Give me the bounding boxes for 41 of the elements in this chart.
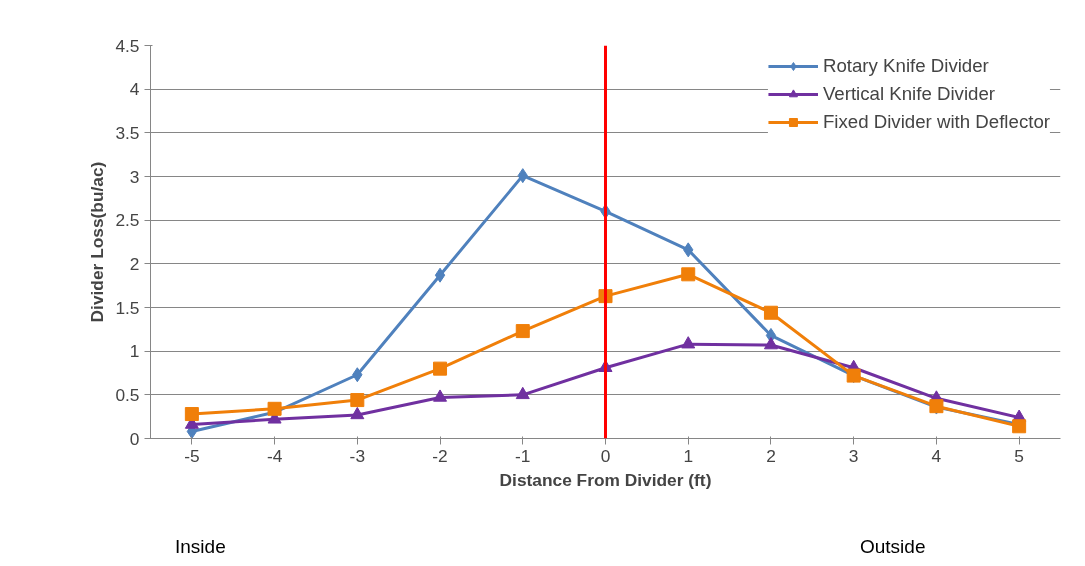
point <box>515 386 530 400</box>
x-tick-label: -2 <box>432 445 448 466</box>
y-axis-title: Divider Loss(bu/ac) <box>87 161 108 323</box>
legend-label: Vertical Knife Divider <box>822 83 996 105</box>
legend-label: Fixed Divider with Deflector <box>822 111 1050 133</box>
x-tick-label: 3 <box>848 445 859 466</box>
point <box>681 336 696 349</box>
x-tick-label: -4 <box>266 445 283 466</box>
x-tick-label: -3 <box>349 445 366 466</box>
y-tick-label: 2 <box>129 253 140 274</box>
x-tick-label: 1 <box>683 445 694 466</box>
y-tick-label: 0.5 <box>115 384 140 405</box>
point <box>763 337 778 350</box>
y-tick-label: 2.5 <box>115 210 140 231</box>
point <box>184 407 199 422</box>
legend-label: Rotary Knife Divider <box>822 55 989 77</box>
text: Inside <box>175 535 226 559</box>
x-tick-label: 0 <box>600 445 611 466</box>
y-tick-label: 4.5 <box>115 35 140 56</box>
x-tick-label: 2 <box>766 445 776 466</box>
y-tick-label: 1 <box>129 341 140 362</box>
point <box>681 267 696 282</box>
y-tick-label: 4 <box>129 79 140 100</box>
x-tick-label: -5 <box>184 445 200 466</box>
y-tick-label: 3.5 <box>115 122 140 143</box>
y-tick-label: 1.5 <box>115 297 140 318</box>
x-tick-label: -1 <box>515 445 531 466</box>
point <box>434 267 446 283</box>
point <box>763 305 778 320</box>
x-axis-title: Distance From Divider (ft) <box>499 469 712 490</box>
point <box>267 401 282 416</box>
text: Outside <box>860 535 926 559</box>
x-tick-label: 5 <box>1014 445 1024 466</box>
point <box>433 389 448 402</box>
point <box>515 324 530 339</box>
x-tick-label: 4 <box>931 445 942 466</box>
point <box>350 406 365 420</box>
point <box>433 361 448 376</box>
y-tick-label: 3 <box>129 166 140 187</box>
point <box>350 393 365 408</box>
y-tick-label: 0 <box>129 428 140 449</box>
